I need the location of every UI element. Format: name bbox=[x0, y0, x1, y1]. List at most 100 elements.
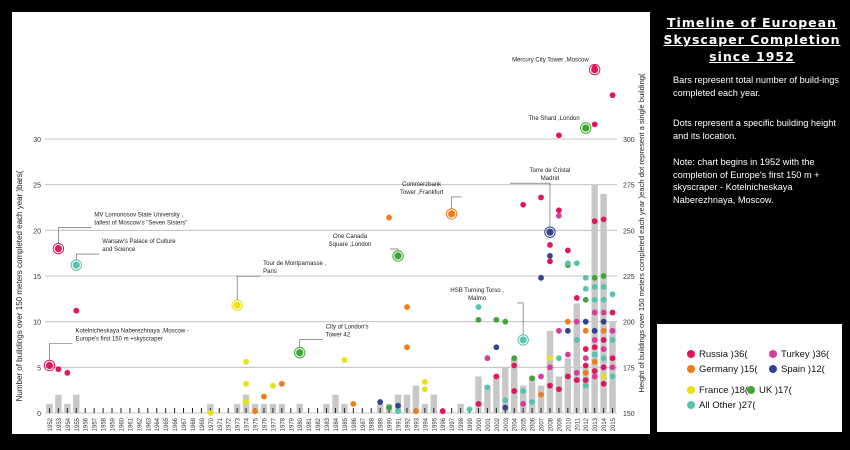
x-tick-label: 1996 bbox=[441, 417, 447, 431]
x-tick-label: 1990 bbox=[388, 417, 394, 431]
y-tick-label-right: 175 bbox=[623, 365, 635, 372]
annotation-leader bbox=[509, 182, 551, 228]
building-dot bbox=[475, 304, 482, 310]
x-tick-label: 1994 bbox=[423, 417, 429, 431]
building-dot bbox=[591, 327, 598, 334]
building-dot bbox=[341, 357, 348, 363]
x-tick-label: 1978 bbox=[280, 417, 286, 431]
x-tick-label: 2009 bbox=[557, 417, 563, 431]
legend-label: Russia )36( bbox=[699, 349, 748, 360]
x-tick-label: 1956 bbox=[84, 417, 90, 431]
bar bbox=[528, 376, 536, 413]
building-dot bbox=[582, 327, 589, 334]
bar bbox=[582, 367, 589, 413]
annotation-label: HSB Turning Torso , bbox=[450, 288, 504, 294]
x-tick-label: 1959 bbox=[111, 417, 117, 431]
bar bbox=[537, 385, 545, 413]
annotation-leader bbox=[517, 302, 524, 335]
x-tick-label: 2014 bbox=[602, 417, 608, 431]
building-dot bbox=[538, 274, 544, 281]
building-dot bbox=[520, 201, 527, 208]
x-tick-label: 1961 bbox=[128, 417, 134, 431]
building-dot bbox=[600, 373, 607, 380]
x-tick-label: 1979 bbox=[289, 417, 295, 431]
other-dot-icon bbox=[687, 401, 695, 409]
legend-label: France )18( bbox=[699, 385, 749, 396]
y-tick-label-left: 30 bbox=[33, 137, 41, 144]
y-tick-label-left: 25 bbox=[33, 183, 41, 190]
x-tick-label: 2001 bbox=[486, 417, 492, 431]
building-dot bbox=[502, 318, 509, 325]
building-dot bbox=[600, 355, 607, 362]
building-dot bbox=[591, 284, 598, 290]
annotated-building-dot bbox=[233, 301, 241, 309]
building-dot bbox=[404, 344, 410, 351]
building-dot bbox=[511, 355, 518, 362]
building-dot bbox=[600, 309, 607, 316]
building-dot bbox=[261, 393, 267, 400]
bar bbox=[55, 394, 62, 413]
building-dot bbox=[502, 397, 509, 404]
building-dot bbox=[493, 373, 500, 380]
x-tick-label: 1991 bbox=[397, 417, 403, 431]
annotation-ring bbox=[588, 63, 601, 76]
x-tick-label: 1976 bbox=[262, 417, 268, 431]
building-dot bbox=[547, 242, 553, 248]
x-tick-label: 2003 bbox=[504, 417, 510, 431]
building-dot bbox=[421, 379, 428, 385]
y-tick-label-right: 300 bbox=[623, 137, 635, 144]
building-dot bbox=[556, 355, 562, 362]
building-dot bbox=[547, 253, 553, 259]
building-dot bbox=[278, 380, 285, 387]
legend: Russia )36( Turkey )36( Germany )15( Spa… bbox=[657, 324, 842, 432]
y-tick-label-right: 225 bbox=[623, 274, 635, 281]
building-dot bbox=[511, 388, 518, 394]
x-tick-label: 1992 bbox=[405, 417, 411, 431]
annotation-label: Mercury City Tower ,Moscow bbox=[512, 58, 589, 64]
building-dot bbox=[547, 355, 553, 362]
building-dot bbox=[207, 410, 214, 416]
building-dot bbox=[564, 318, 571, 325]
building-dot bbox=[556, 386, 562, 393]
legend-label: Turkey )36( bbox=[781, 349, 830, 360]
x-tick-label: 1953 bbox=[57, 417, 63, 431]
building-dot bbox=[600, 337, 607, 343]
y-tick-label-right: 275 bbox=[623, 183, 635, 190]
annotation-label: Torre de Cristal bbox=[530, 168, 571, 174]
building-dot bbox=[609, 355, 616, 362]
turkey-dot-icon bbox=[769, 350, 777, 358]
building-dot bbox=[556, 132, 562, 139]
building-dot bbox=[609, 364, 616, 371]
annotation-label: City of London's bbox=[326, 325, 369, 331]
x-tick-label: 1964 bbox=[155, 417, 161, 431]
building-dot bbox=[73, 307, 80, 314]
annotated-building-dot bbox=[546, 228, 554, 236]
building-dot bbox=[538, 373, 544, 380]
annotation-label: Warsaw's Palace of Culture bbox=[102, 239, 176, 245]
building-dot bbox=[547, 258, 553, 265]
x-tick-label: 1973 bbox=[236, 417, 242, 431]
building-dot bbox=[529, 399, 535, 405]
building-dot bbox=[564, 247, 571, 254]
annotated-building-dot bbox=[582, 124, 590, 132]
building-dot bbox=[395, 402, 401, 409]
y-tick-label-left: 5 bbox=[37, 365, 41, 372]
building-dot bbox=[582, 285, 589, 292]
x-tick-label: 1955 bbox=[75, 417, 81, 431]
bar bbox=[600, 193, 607, 413]
building-dot bbox=[600, 296, 607, 303]
building-dot bbox=[377, 399, 384, 405]
annotation-label: The Shard ,London bbox=[528, 116, 579, 122]
building-dot bbox=[243, 399, 249, 405]
building-dot bbox=[484, 355, 491, 362]
building-dot bbox=[547, 364, 553, 371]
x-tick-label: 1954 bbox=[66, 417, 72, 431]
x-tick-label: 1967 bbox=[182, 417, 188, 431]
building-dot bbox=[252, 408, 258, 415]
annotation-leader bbox=[451, 196, 462, 209]
russia-dot-icon bbox=[687, 350, 695, 358]
x-tick-label: 1984 bbox=[334, 417, 340, 431]
x-tick-label: 2010 bbox=[566, 417, 572, 431]
building-dot bbox=[609, 309, 616, 316]
building-dot bbox=[609, 373, 616, 380]
